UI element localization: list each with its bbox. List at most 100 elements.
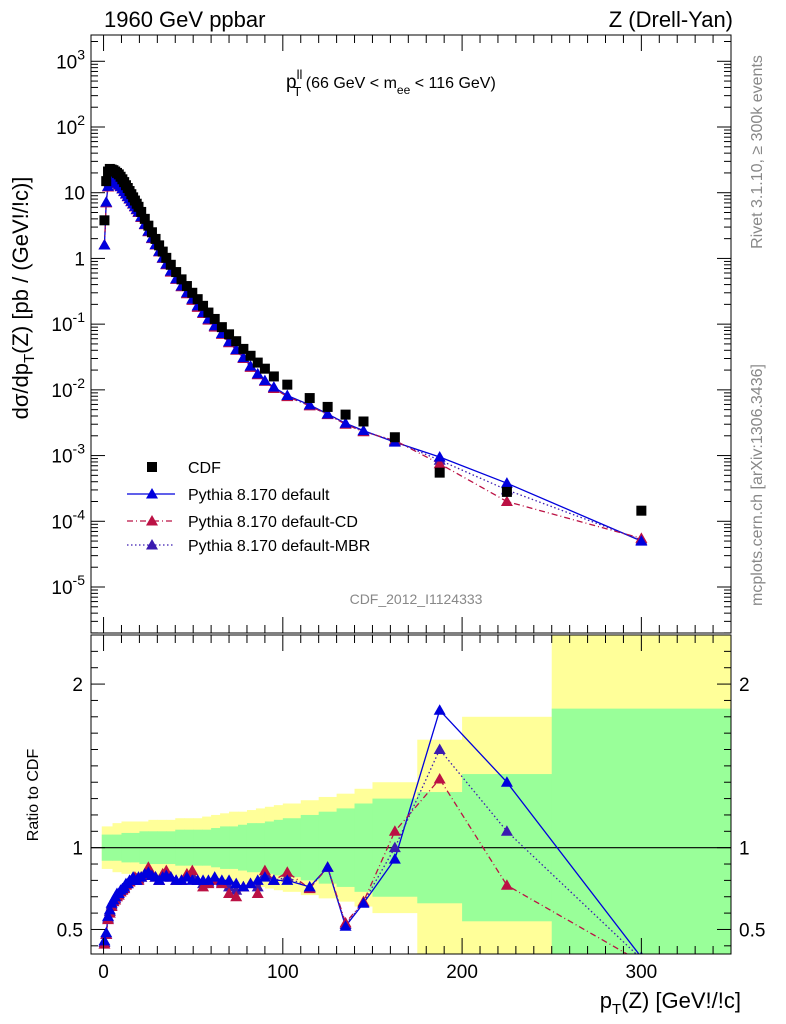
data-point-cdf xyxy=(181,281,192,292)
main-ytick-label-base: 10 xyxy=(51,381,72,402)
ratio-point-series-2 xyxy=(281,866,294,877)
main-ytick-label-base: 10 xyxy=(51,447,72,468)
ratio-point-series-3 xyxy=(251,880,264,892)
data-point-series-2 xyxy=(500,495,513,507)
ratio-panel: 0.5 0.5 1 1 2 2 0 100 200 300 xyxy=(57,634,765,983)
main-ylabel: dσ/dpT(Z) [pb / (GeV!/!c)] xyxy=(8,177,38,420)
data-point-series-1 xyxy=(357,424,370,436)
ratio-point-series-2 xyxy=(388,825,401,836)
data-point-cdf xyxy=(176,274,187,285)
ratio-frame xyxy=(90,634,732,955)
ratio-ytick-label-right: 2 xyxy=(739,675,750,696)
main-ytick-label: 10-5 xyxy=(51,572,85,599)
data-point-cdf xyxy=(139,213,150,224)
data-point-cdf xyxy=(304,393,315,404)
ratio-point-series-2 xyxy=(251,887,264,898)
main-ylabel-part-a: dσ/dp xyxy=(8,363,33,419)
data-point-series-1 xyxy=(251,367,264,379)
data-point-cdf xyxy=(99,215,110,226)
main-series-line-3 xyxy=(103,180,642,541)
data-point-cdf xyxy=(231,336,242,347)
data-point-cdf xyxy=(161,252,172,263)
main-ytick-label: 1 xyxy=(74,249,85,270)
data-point-cdf xyxy=(434,467,445,478)
ratio-point-series-3 xyxy=(230,884,243,895)
data-point-series-1 xyxy=(321,407,334,419)
main-ytick-label: 10-1 xyxy=(51,309,85,336)
data-point-cdf xyxy=(146,227,157,238)
ratio-point-series-3 xyxy=(223,880,236,892)
main-ytick-label-base: 10 xyxy=(51,512,72,533)
ratio-point-series-2 xyxy=(500,879,513,890)
legend: CDF Pythia 8.170 default Pythia 8.170 defa… xyxy=(127,460,370,555)
legend-label-2: Pythia 8.170 default-CD xyxy=(188,514,358,531)
data-point-cdf xyxy=(340,409,351,420)
plot-title-superscript: ll xyxy=(297,67,303,82)
ratio-point-series-1 xyxy=(251,874,264,885)
ratio-point-series-1 xyxy=(321,861,334,872)
main-ytick-label: 10-3 xyxy=(51,441,85,468)
main-ytick-label-exponent: -5 xyxy=(73,572,86,588)
main-frame xyxy=(90,34,732,634)
ratio-ytick-label: 1 xyxy=(72,839,83,860)
main-series-line-2 xyxy=(103,180,642,539)
data-point-series-1 xyxy=(281,389,294,401)
legend-marker-3 xyxy=(146,539,158,550)
analysis-label: CDF_2012_I1124333 xyxy=(350,591,483,607)
main-ytick-label-base: 10 xyxy=(51,315,72,336)
data-point-cdf xyxy=(150,233,161,244)
main-ytick-label-base: 10 xyxy=(56,118,77,139)
data-point-series-1 xyxy=(244,360,257,371)
legend-label-3: Pythia 8.170 default-MBR xyxy=(188,538,370,555)
main-ytick-label-base: 10 xyxy=(51,578,72,599)
ratio-point-series-1 xyxy=(258,871,271,882)
data-point-cdf xyxy=(224,329,235,340)
data-point-cdf xyxy=(198,300,209,311)
plot-title-p: p xyxy=(286,72,297,93)
data-point-cdf xyxy=(209,313,220,324)
data-point-series-1 xyxy=(303,398,316,410)
legend-marker-1 xyxy=(146,488,158,499)
data-point-cdf xyxy=(501,486,512,497)
mcplots-label: mcplots.cern.ch [arXiv:1306.3436] xyxy=(749,364,766,606)
x-tick-label: 0 xyxy=(98,962,109,983)
ratio-point-series-1 xyxy=(230,877,243,889)
ratio-point-series-1 xyxy=(433,704,446,715)
data-point-cdf xyxy=(238,343,249,354)
legend-marker-0 xyxy=(147,462,157,472)
ratio-point-series-1 xyxy=(357,897,370,908)
ratio-point-series-2 xyxy=(186,864,199,876)
ratio-point-series-1 xyxy=(103,903,116,915)
ratio-point-series-1 xyxy=(281,874,294,885)
data-point-cdf xyxy=(187,287,198,298)
data-point-cdf xyxy=(133,201,144,212)
data-point-cdf xyxy=(636,505,647,516)
ratio-ytick-label-right: 1 xyxy=(739,839,750,860)
data-point-cdf xyxy=(192,294,203,305)
ratio-point-series-3 xyxy=(433,743,446,755)
data-point-cdf xyxy=(165,259,176,270)
legend-marker-2 xyxy=(146,515,158,526)
data-point-cdf xyxy=(101,176,112,187)
data-point-cdf xyxy=(322,401,333,412)
data-point-series-1 xyxy=(267,381,280,392)
x-tick-label: 300 xyxy=(626,962,658,983)
data-point-cdf xyxy=(216,322,227,333)
data-point-cdf xyxy=(136,206,147,217)
ratio-ylabel: Ratio to CDF xyxy=(25,749,42,842)
main-data-layer xyxy=(98,163,648,546)
rivet-label: Rivet 3.1.10, ≥ 300k events xyxy=(749,55,766,249)
x-tick-label: 100 xyxy=(267,962,299,983)
main-series-line-1 xyxy=(103,180,642,542)
ratio-point-series-3 xyxy=(500,825,513,836)
main-ytick-label: 10 xyxy=(64,184,85,205)
ratio-point-series-2 xyxy=(230,890,243,902)
ratio-ytick-label: 2 xyxy=(72,675,83,696)
main-ytick-label: 102 xyxy=(56,112,85,139)
x-axis-label-subscript: T xyxy=(612,1001,621,1018)
ratio-point-series-1 xyxy=(208,871,221,882)
legend-label-0: CDF xyxy=(188,460,221,477)
plot-title: pll T (66 GeV < mee < 116 GeV) xyxy=(286,67,496,99)
